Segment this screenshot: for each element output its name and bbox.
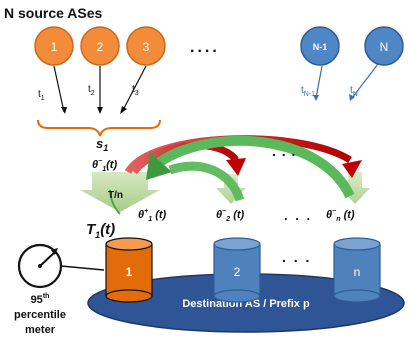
meter-icon <box>17 243 105 289</box>
source-label: N <box>380 40 389 54</box>
outflow-label-n: θ−n (t) <box>326 208 355 223</box>
outflow-arc-red-n-head <box>342 160 362 178</box>
t1-label: T1(t) <box>86 221 115 240</box>
source-node-2: 2 <box>80 26 120 66</box>
theta-in-label: θ−1(t) <box>92 158 117 173</box>
link-arrow-3 <box>121 65 147 113</box>
link-label-1: t1 <box>38 89 45 102</box>
inflow-arc-green-2 <box>168 161 245 202</box>
outflow-ellipsis: . . . <box>284 208 312 223</box>
sources-ellipsis: .... <box>190 39 220 56</box>
link-label-n-minus-1: tN-1 <box>301 85 315 98</box>
link-label-2: t2 <box>88 84 95 97</box>
outflow-arc-red-2-head <box>226 158 246 176</box>
outflow-label-1: θ+1 (t) <box>138 208 167 223</box>
destination-cylinder-n: n <box>333 237 381 303</box>
link-arrow-n <box>351 63 379 99</box>
cylinder-label: n <box>354 265 361 279</box>
tn-flow-edge <box>109 189 121 215</box>
t-over-n-label: T/n <box>108 190 123 201</box>
blue-links <box>315 63 379 99</box>
link-label-3: t3 <box>132 84 139 97</box>
inflow-arc-green <box>157 135 355 199</box>
platform-label: Destination AS / Prefix p <box>182 298 310 310</box>
source-arrowheads <box>61 106 127 114</box>
blue-arrowheads <box>313 94 355 101</box>
source-node-1: 1 <box>34 26 74 66</box>
destination-cylinder-2: 2 <box>213 237 261 303</box>
meter-label-line2: percentile <box>14 309 66 321</box>
source-node-n: N <box>364 26 404 66</box>
downflow-arrow <box>80 172 160 212</box>
meter-label-line1: 95th <box>31 293 50 306</box>
cylinder-ellipsis: . . . <box>282 249 311 265</box>
source-label: N-1 <box>313 42 328 52</box>
link-arrow-n-minus-1 <box>315 65 323 99</box>
aggregate-s-label: s1 <box>96 136 108 153</box>
arc-ellipsis: . . . <box>272 143 296 159</box>
inflow-arc-green-head <box>146 152 172 180</box>
source-label: 1 <box>51 40 58 54</box>
link-arrow-1 <box>53 65 65 113</box>
source-label: 3 <box>143 40 150 54</box>
source-node-3: 3 <box>126 26 166 66</box>
diagram-title: N source ASes <box>4 5 103 21</box>
cylinder-label: 2 <box>234 265 241 279</box>
meter-label-line3: meter <box>25 324 56 336</box>
cylinder-label: 1 <box>126 265 133 279</box>
link-label-n: tN <box>350 85 358 98</box>
source-node-n-minus-1: N-1 <box>300 26 340 66</box>
aggregate-brace <box>37 119 161 137</box>
destination-cylinder-1: 1 <box>105 237 153 303</box>
source-links <box>53 65 147 113</box>
outflow-label-2: θ−2 (t) <box>216 208 245 223</box>
source-label: 2 <box>97 40 104 54</box>
